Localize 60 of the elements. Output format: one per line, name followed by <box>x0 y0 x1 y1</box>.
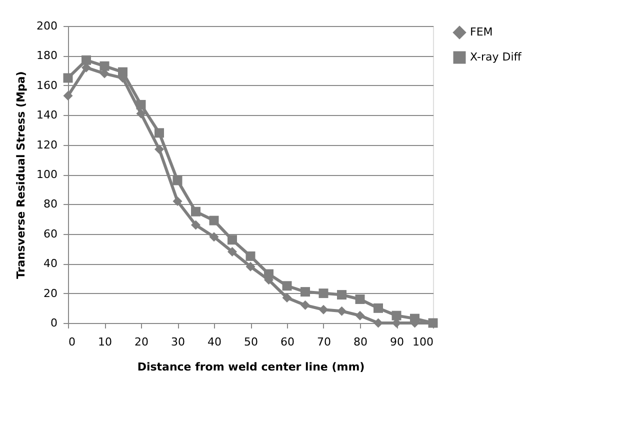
x-tick-label: 80 <box>354 336 368 348</box>
legend-label: X-ray Diff <box>470 50 522 64</box>
x-tick-label: 90 <box>390 336 404 348</box>
y-tick-label: 100 <box>36 168 58 181</box>
point <box>246 262 256 272</box>
point <box>392 310 402 320</box>
x-tick-label: 0 <box>68 336 76 348</box>
point <box>100 61 110 71</box>
point <box>172 176 182 186</box>
y-axis-title: Transverse Residual Stress (Mpa) <box>14 71 28 279</box>
y-tick-label: 60 <box>44 227 58 240</box>
legend-label: FEM <box>470 26 493 38</box>
point <box>246 251 256 261</box>
x-tick-label: 40 <box>208 336 222 348</box>
x-tick-label: 100 <box>412 336 434 348</box>
point <box>228 235 237 245</box>
point <box>191 220 200 230</box>
x-tick-label: 70 <box>317 336 331 348</box>
point <box>209 216 219 226</box>
point <box>300 287 310 297</box>
point <box>337 290 346 300</box>
y-tick-label: 180 <box>36 49 58 62</box>
y-tick-label: 40 <box>44 257 58 270</box>
point <box>282 293 292 302</box>
point <box>136 100 146 110</box>
point <box>374 303 383 313</box>
point <box>63 91 73 101</box>
point <box>154 128 164 138</box>
point <box>209 232 219 242</box>
point <box>228 246 237 256</box>
x-tick-label: 50 <box>244 336 258 348</box>
x-tick-label: 20 <box>134 336 148 348</box>
x-tick-label: 30 <box>171 336 185 348</box>
point <box>118 67 128 77</box>
point <box>282 281 292 291</box>
point <box>63 73 73 83</box>
point <box>318 288 328 298</box>
y-tick-label: 0 <box>50 316 58 330</box>
point <box>355 294 365 304</box>
y-tick-label: 140 <box>36 108 58 122</box>
x-axis-title: Distance from weld center line (mm) <box>137 360 365 374</box>
point <box>355 310 365 320</box>
y-tick-label: 20 <box>44 286 58 300</box>
point <box>136 108 146 118</box>
y-tick-label: 80 <box>44 198 58 211</box>
point <box>374 318 383 328</box>
point <box>82 55 91 65</box>
point <box>154 144 164 154</box>
point <box>337 306 346 316</box>
y-tick-label: 200 <box>36 20 58 32</box>
point <box>300 300 310 310</box>
point <box>191 206 200 216</box>
point <box>264 269 274 279</box>
y-tick-label: 160 <box>36 78 58 92</box>
x-tick-label: 60 <box>280 336 294 348</box>
y-tick-label: 120 <box>36 138 58 152</box>
point <box>172 196 182 206</box>
x-tick-label: 10 <box>98 336 112 348</box>
point <box>318 304 328 314</box>
point <box>428 318 438 328</box>
